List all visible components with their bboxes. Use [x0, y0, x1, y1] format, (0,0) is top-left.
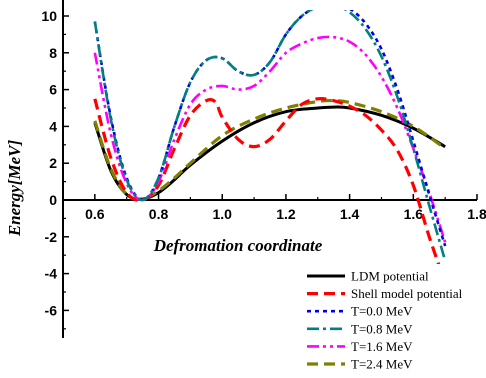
x-tick-label: 1.0	[212, 206, 232, 222]
y-tick-label: -4	[45, 266, 58, 282]
y-tick-label: -6	[45, 302, 58, 318]
legend-label-4: T=1.6 MeV	[351, 339, 413, 354]
legend-label-1: Shell model potential	[351, 286, 463, 301]
x-tick-label: 1.8	[467, 206, 486, 222]
x-tick-label: 1.2	[276, 206, 296, 222]
y-tick-label: 4	[49, 118, 57, 134]
y-tick-label: 2	[49, 155, 57, 171]
ticks: 0.60.81.01.21.41.61.8121086420-2-4-6	[41, 8, 486, 330]
y-tick-label: 10	[41, 8, 57, 24]
legend-label-0: LDM potential	[351, 269, 429, 284]
legend-label-3: T=0.8 MeV	[351, 321, 413, 336]
series-line-3	[93, 10, 447, 262]
x-axis-title: Defromation coordinate	[153, 236, 323, 255]
series-line-4	[93, 35, 447, 243]
x-tick-label: 1.4	[340, 206, 360, 222]
x-tick-label: 0.8	[149, 206, 169, 222]
x-tick-label: 1.6	[404, 206, 424, 222]
legend-background	[295, 264, 486, 376]
axes	[62, 0, 477, 338]
legend-label-5: T=2.4 MeV	[351, 357, 413, 372]
y-tick-label: 0	[49, 192, 57, 208]
legend: LDM potential Shell model potential T=0.0 …	[295, 264, 486, 376]
series-line-0	[93, 105, 446, 201]
y-tick-label: -2	[45, 229, 58, 245]
series-line-2	[93, 10, 447, 247]
x-tick-label: 0.6	[85, 206, 105, 222]
series-line-1	[93, 97, 443, 270]
y-tick-label: 8	[49, 45, 57, 61]
y-axis-title: Energy[MeV]	[5, 140, 24, 238]
y-tick-label: 6	[49, 82, 57, 98]
series-layer	[93, 10, 447, 270]
legend-label-2: T=0.0 MeV	[351, 304, 413, 319]
